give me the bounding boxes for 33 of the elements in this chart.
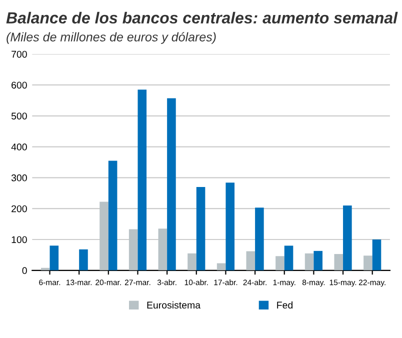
y-tick-label: 200 [12, 205, 27, 212]
bar [79, 249, 88, 270]
bar [334, 254, 344, 270]
y-tick-label: 500 [11, 112, 27, 120]
chart-subtitle: (Miles de millones de euros y dólares) [6, 32, 216, 44]
bar [158, 228, 168, 270]
y-tick-label: 0 [22, 267, 27, 274]
bar [108, 160, 118, 270]
y-tick-label: 700 [12, 50, 27, 58]
bar [314, 250, 322, 270]
bar [276, 256, 284, 270]
bar [167, 98, 176, 270]
bar [255, 208, 264, 270]
bar [343, 206, 352, 270]
bar [372, 239, 382, 270]
bar [246, 251, 256, 270]
bar [50, 246, 59, 270]
bar [364, 256, 372, 270]
y-tick-label: 300 [11, 174, 27, 182]
bar [226, 182, 235, 270]
bar [188, 253, 196, 270]
bar [128, 229, 138, 270]
bar [100, 202, 108, 270]
y-tick-label: 400 [11, 144, 27, 150]
y-tick-label: 100 [12, 236, 27, 244]
bar [284, 246, 294, 270]
bar [304, 253, 314, 270]
legend-label: Eurosistema [147, 301, 201, 309]
y-tick-label: 600 [12, 82, 27, 89]
bar [196, 186, 206, 270]
chart-title: Balance de los bancos centrales: aumento semanal [6, 12, 398, 24]
bar [138, 90, 147, 270]
legend-label: Fed [277, 301, 292, 309]
